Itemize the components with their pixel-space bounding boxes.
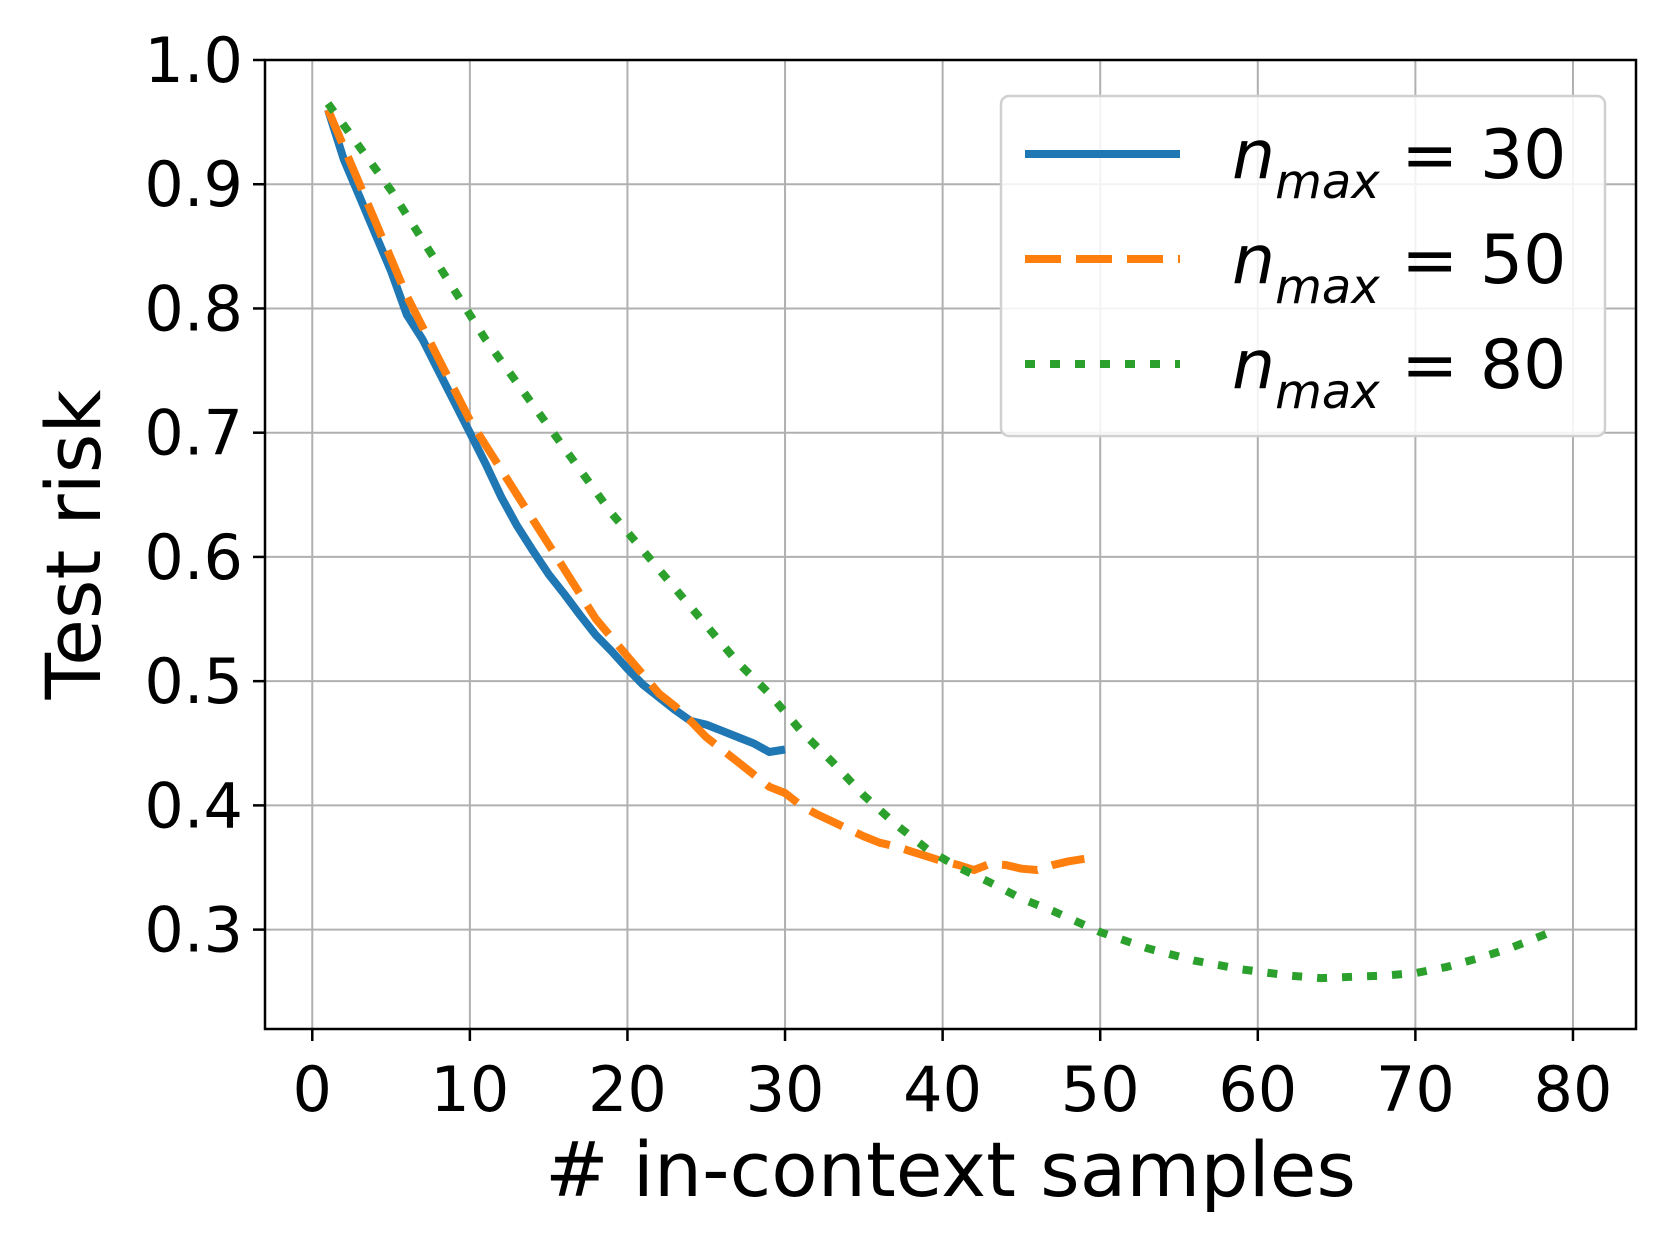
y-tick-label: 0.8 — [144, 272, 243, 345]
legend-label-2: nmax = 50 — [1232, 221, 1566, 315]
y-tick-label: 1.0 — [144, 24, 243, 97]
plot-area-frame — [263, 58, 1638, 1031]
x-tick-label: 10 — [430, 1053, 509, 1126]
y-axis-label: Test risk — [29, 390, 118, 701]
series-line-2 — [324, 108, 1086, 874]
axis-ticks: 0 10 20 30 40 50 60 70 80 0.3 0.4 0.5 0.6 0.7 0.8 0.9 1.… — [144, 24, 1612, 1126]
legend-value: = 50 — [1380, 221, 1567, 300]
y-tick-label: 0.6 — [144, 521, 243, 594]
series-line-1 — [324, 108, 786, 756]
legend-var: n — [1232, 116, 1275, 195]
series-lines — [324, 101, 1559, 983]
legend-box — [999, 94, 1607, 438]
x-tick-label: 30 — [746, 1053, 825, 1126]
x-axis-label: # in-context samples — [545, 1125, 1356, 1214]
y-tick-label: 0.4 — [144, 769, 243, 842]
x-tick-label: 70 — [1376, 1053, 1455, 1126]
legend-label-1: nmax = 30 — [1232, 116, 1566, 210]
y-tick-label: 0.5 — [144, 645, 243, 718]
y-tick-label: 0.3 — [144, 894, 243, 967]
x-tick-label: 40 — [903, 1053, 982, 1126]
x-tick-label: 60 — [1218, 1053, 1297, 1126]
legend-var: n — [1232, 221, 1275, 300]
legend-value: = 80 — [1380, 326, 1567, 405]
x-tick-label: 20 — [588, 1053, 667, 1126]
legend-var: n — [1232, 326, 1275, 405]
legend-subscript: max — [1275, 259, 1380, 315]
x-tick-label: 80 — [1534, 1053, 1613, 1126]
y-tick-label: 0.9 — [144, 148, 243, 221]
legend-subscript: max — [1275, 364, 1380, 420]
y-tick-label: 0.7 — [144, 397, 243, 470]
x-tick-label: 50 — [1061, 1053, 1140, 1126]
x-tick-label: 0 — [293, 1053, 332, 1126]
legend-label-3: nmax = 80 — [1232, 326, 1566, 420]
legend-value: = 30 — [1380, 116, 1567, 195]
legend-subscript: max — [1275, 154, 1380, 210]
